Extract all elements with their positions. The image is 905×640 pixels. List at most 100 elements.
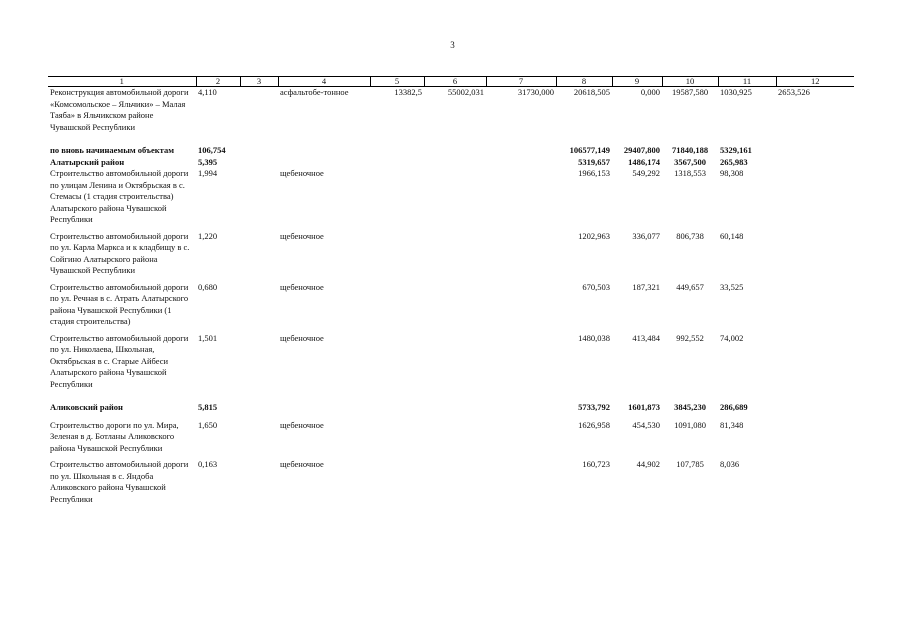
length-value: 5,395 [198, 156, 218, 167]
col7-value [486, 390, 556, 414]
col8-value: 1202,963 [578, 230, 610, 241]
column-header: 1 [48, 76, 197, 87]
col6-value: 55002,031 [447, 87, 484, 97]
col12-value [776, 277, 854, 328]
col9-value: 29407,800 [623, 145, 660, 155]
col5-value [370, 328, 424, 391]
col12-value [776, 390, 854, 414]
object-name: Строительство автомобильной дороги по ул… [50, 459, 189, 504]
column-header: 10 [662, 76, 719, 87]
col6-value [424, 414, 486, 455]
col5-value [370, 390, 424, 414]
col11-value: 60,148 [720, 230, 744, 241]
col3-value [240, 277, 278, 328]
object-name: Реконструкция автомобильной дороги «Комс… [50, 87, 189, 132]
col3-value [240, 133, 278, 157]
funding-table: 1 2 3 4 5 6 7 8 9 10 11 12 Реконструкция… [48, 76, 854, 505]
col7-value [486, 133, 556, 157]
length-value: 1,220 [198, 230, 218, 241]
column-header: 3 [240, 76, 279, 87]
col10-value: 1318,553 [674, 168, 706, 178]
table-row: Алатырский район 5,395 5319,657 1486,174… [48, 157, 854, 169]
col8-value: 1626,958 [578, 419, 610, 430]
col9-value: 187,321 [632, 281, 660, 292]
col7-value [486, 454, 556, 505]
col9-value: 549,292 [632, 168, 660, 178]
object-name: Аликовский район [50, 402, 123, 412]
col3-value [240, 226, 278, 277]
col3-value [240, 328, 278, 391]
col6-value [424, 277, 486, 328]
surface-type: щебеночное [280, 419, 324, 430]
surface-type: щебеночное [280, 281, 324, 292]
surface-type [278, 133, 370, 157]
col9-value: 1486,174 [628, 156, 660, 167]
object-name: Строительство дороги по ул. Мира, Зелена… [50, 419, 179, 453]
col7-value [486, 328, 556, 391]
col7-value [486, 414, 556, 455]
table-row: Реконструкция автомобильной дороги «Комс… [48, 87, 854, 134]
col6-value [424, 157, 486, 169]
column-header: 9 [612, 76, 663, 87]
surface-type [278, 390, 370, 414]
col12-value [776, 133, 854, 157]
col7-value: 31730,000 [517, 87, 554, 97]
surface-type: асфальтобе-тонное [280, 87, 349, 97]
length-value: 4,110 [198, 87, 217, 97]
column-header: 7 [486, 76, 557, 87]
col9-value: 1601,873 [628, 402, 660, 412]
col7-value [486, 277, 556, 328]
col3-value [240, 414, 278, 455]
col5-value [370, 157, 424, 169]
col5-value [370, 277, 424, 328]
length-value: 0,680 [198, 281, 218, 292]
col6-value [424, 454, 486, 505]
column-header: 6 [424, 76, 487, 87]
col7-value [486, 168, 556, 226]
col11-value: 265,983 [720, 156, 748, 167]
length-value: 1,994 [198, 168, 218, 178]
col9-value: 336,077 [632, 230, 660, 241]
col7-value [486, 226, 556, 277]
col12-value [776, 328, 854, 391]
col6-value [424, 133, 486, 157]
col11-value: 286,689 [720, 402, 748, 412]
column-header: 12 [776, 76, 854, 87]
col10-value: 107,785 [676, 459, 704, 469]
page-number: 3 [450, 40, 455, 50]
column-header: 11 [718, 76, 777, 87]
column-number-row: 1 2 3 4 5 6 7 8 9 10 11 12 [48, 76, 854, 87]
col9-value: 0,000 [640, 87, 660, 97]
col3-value [240, 454, 278, 505]
table-row: Строительство автомобильной дороги по ул… [48, 454, 854, 505]
col11-value: 81,348 [720, 419, 744, 430]
col6-value [424, 390, 486, 414]
col5-value: 13382,5 [394, 87, 422, 97]
col6-value [424, 226, 486, 277]
col10-value: 992,552 [676, 332, 704, 343]
col12-value [776, 454, 854, 505]
col12-value [776, 226, 854, 277]
col12-value [776, 157, 854, 169]
col3-value [240, 87, 278, 134]
surface-type: щебеночное [280, 459, 324, 469]
col9-value: 413,484 [632, 332, 660, 343]
object-name: Строительство автомобильной дороги по ул… [50, 332, 189, 389]
col8-value: 5319,657 [578, 156, 610, 167]
length-value: 5,815 [198, 402, 218, 412]
column-header: 8 [556, 76, 613, 87]
col8-value: 160,723 [582, 459, 610, 469]
col12-value [776, 168, 854, 226]
col6-value [424, 328, 486, 391]
col6-value [424, 168, 486, 226]
length-value: 1,650 [198, 419, 218, 430]
col5-value [370, 414, 424, 455]
table-row: Аликовский район 5,815 5733,792 1601,873… [48, 390, 854, 414]
col11-value: 1030,925 [720, 87, 752, 97]
surface-type: щебеночное [280, 230, 324, 241]
surface-type: щебеночное [280, 332, 324, 343]
col12-value [776, 414, 854, 455]
col12-value: 2653,526 [778, 87, 810, 97]
col10-value: 449,657 [676, 281, 704, 292]
col3-value [240, 390, 278, 414]
